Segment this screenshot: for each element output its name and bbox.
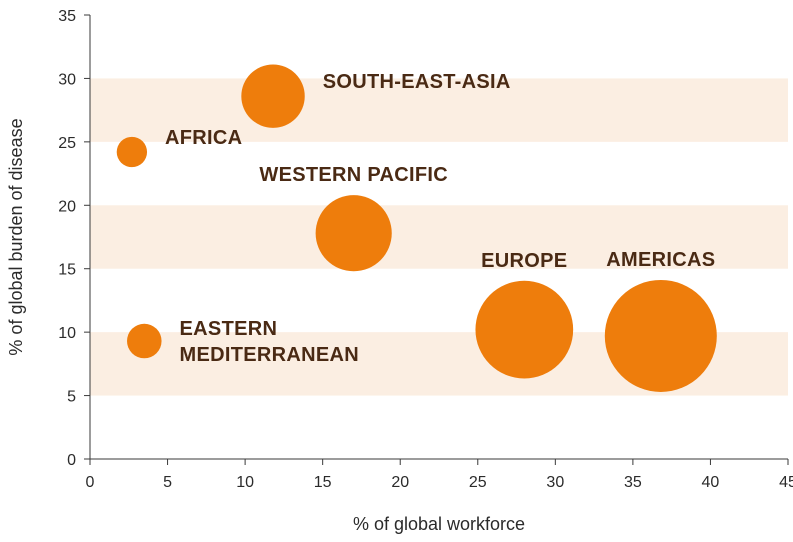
- x-tick-label: 20: [391, 474, 409, 491]
- x-tick-label: 35: [624, 474, 642, 491]
- x-tick-label: 40: [702, 474, 720, 491]
- region-labels: SOUTH-EAST-ASIA AFRICA WESTERN PACIFIC EAST…: [165, 71, 715, 366]
- x-tick-label: 15: [314, 474, 332, 491]
- label-africa: AFRICA: [165, 127, 242, 149]
- x-tick-label: 5: [163, 474, 172, 491]
- x-tick-label: 25: [469, 474, 487, 491]
- bubble-americas: [604, 279, 717, 392]
- axes: [89, 15, 788, 460]
- label-europe: EUROPE: [481, 250, 567, 272]
- x-axis-ticks: 0 5 10 15 20 25 30 35 40 45: [86, 459, 793, 491]
- x-tick-label: 45: [779, 474, 793, 491]
- label-americas: AMERICAS: [606, 249, 715, 271]
- y-axis-ticks: 0 5 10 15 20 25 30 35: [58, 8, 90, 469]
- label-eastern-mediterranean: MEDITERRANEAN: [180, 344, 359, 366]
- bubble-africa: [116, 136, 148, 168]
- bubbles: [116, 64, 717, 392]
- x-tick-label: 10: [236, 474, 254, 491]
- x-tick-label: 0: [86, 474, 95, 491]
- background-band: [90, 205, 788, 269]
- y-tick-label: 5: [67, 389, 76, 406]
- label-eastern-mediterranean: EASTERN: [180, 318, 278, 340]
- y-tick-label: 25: [58, 135, 76, 152]
- label-south-east-asia: SOUTH-EAST-ASIA: [323, 71, 511, 93]
- bubble-south-east-asia: [241, 64, 305, 128]
- y-tick-label: 0: [67, 452, 76, 469]
- background-band: [90, 78, 788, 142]
- x-axis-title: % of global workforce: [353, 514, 525, 534]
- y-tick-label: 30: [58, 71, 76, 88]
- y-tick-label: 10: [58, 325, 76, 342]
- y-tick-label: 15: [58, 262, 76, 279]
- bubble-eastern-mediterranean: [127, 323, 162, 359]
- y-tick-label: 35: [58, 8, 76, 25]
- y-tick-label: 20: [58, 198, 76, 215]
- label-western-pacific: WESTERN PACIFIC: [259, 164, 448, 186]
- bubble-western-pacific: [315, 195, 392, 272]
- x-tick-label: 30: [546, 474, 564, 491]
- bubble-europe: [475, 280, 574, 379]
- y-axis-title: % of global burden of disease: [6, 118, 26, 355]
